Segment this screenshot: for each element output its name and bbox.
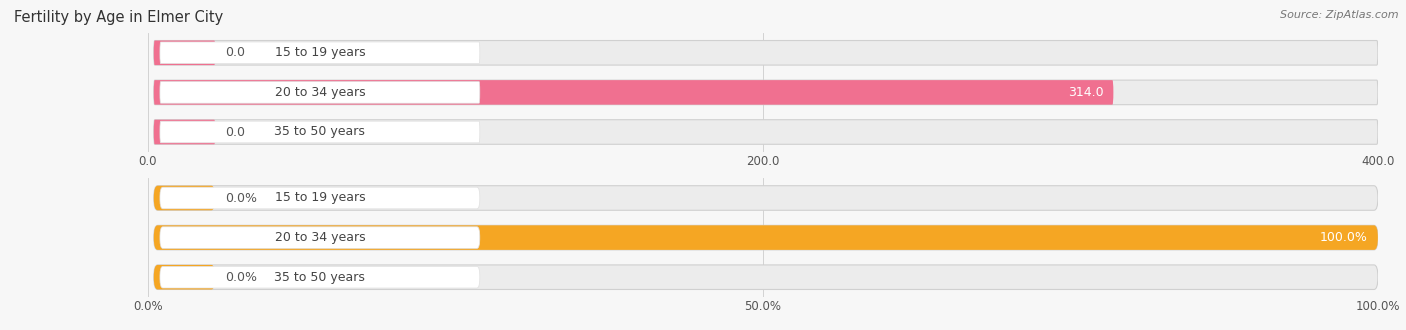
- Text: 0.0: 0.0: [225, 125, 245, 139]
- FancyBboxPatch shape: [153, 80, 1378, 105]
- FancyBboxPatch shape: [160, 82, 479, 103]
- Text: 100.0%: 100.0%: [1320, 231, 1368, 244]
- FancyBboxPatch shape: [160, 266, 479, 288]
- Text: 20 to 34 years: 20 to 34 years: [274, 231, 366, 244]
- Text: 15 to 19 years: 15 to 19 years: [274, 46, 366, 59]
- Text: Source: ZipAtlas.com: Source: ZipAtlas.com: [1281, 10, 1399, 20]
- FancyBboxPatch shape: [160, 227, 479, 248]
- Text: 0.0%: 0.0%: [225, 271, 257, 284]
- Text: Fertility by Age in Elmer City: Fertility by Age in Elmer City: [14, 10, 224, 25]
- FancyBboxPatch shape: [153, 265, 215, 289]
- Text: 0.0%: 0.0%: [225, 191, 257, 205]
- FancyBboxPatch shape: [153, 41, 215, 65]
- FancyBboxPatch shape: [153, 186, 1378, 210]
- FancyBboxPatch shape: [153, 186, 215, 210]
- FancyBboxPatch shape: [160, 42, 479, 64]
- FancyBboxPatch shape: [153, 120, 1378, 144]
- Text: 15 to 19 years: 15 to 19 years: [274, 191, 366, 205]
- FancyBboxPatch shape: [160, 121, 479, 143]
- FancyBboxPatch shape: [153, 41, 1378, 65]
- FancyBboxPatch shape: [153, 265, 1378, 289]
- FancyBboxPatch shape: [153, 225, 1378, 250]
- FancyBboxPatch shape: [160, 187, 479, 209]
- Text: 314.0: 314.0: [1069, 86, 1104, 99]
- Text: 35 to 50 years: 35 to 50 years: [274, 125, 366, 139]
- FancyBboxPatch shape: [153, 225, 1378, 250]
- FancyBboxPatch shape: [153, 120, 215, 144]
- Text: 20 to 34 years: 20 to 34 years: [274, 86, 366, 99]
- FancyBboxPatch shape: [153, 80, 1114, 105]
- Text: 35 to 50 years: 35 to 50 years: [274, 271, 366, 284]
- Text: 0.0: 0.0: [225, 46, 245, 59]
